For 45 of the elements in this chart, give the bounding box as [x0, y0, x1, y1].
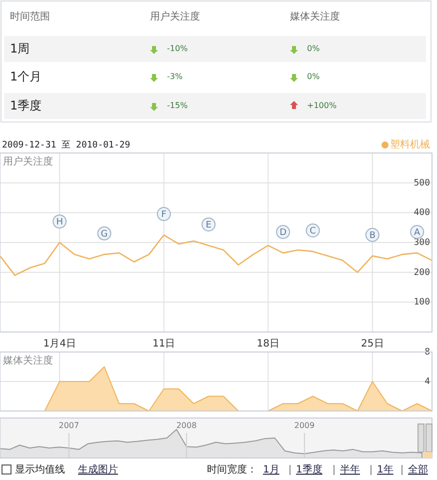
x-tick-label: 2007 [58, 421, 80, 430]
text: 生成图片 [78, 464, 118, 476]
x-tick-label: 1月4日 [43, 338, 76, 350]
x-tick-label: 2009 [294, 421, 315, 430]
y-tick-label: 4 [424, 376, 430, 387]
y-axis-title: 用户关注度 [3, 156, 53, 168]
text: 全部 [408, 464, 428, 476]
text: 0% [307, 44, 320, 54]
y-tick-label: 400 [414, 208, 430, 218]
x-tick-label: 25日 [361, 338, 384, 350]
annotation: C [310, 226, 316, 236]
text: 1季度 [296, 464, 322, 476]
text: 时间宽度： [207, 464, 257, 476]
text: -3% [167, 72, 183, 82]
x-tick-label: 2008 [176, 421, 197, 430]
y-tick-label: 100 [414, 298, 430, 308]
text: 媒体关注度 [290, 10, 340, 23]
x-tick-label: 18日 [256, 338, 280, 350]
annotation: A [414, 228, 422, 238]
text: +100% [307, 101, 337, 110]
annotation: E [206, 220, 212, 230]
text: 1年 [377, 464, 394, 476]
y-tick-label: 300 [414, 238, 430, 248]
text: 1季度 [10, 98, 42, 112]
text: 半年 [340, 464, 360, 476]
text: 用户关注度 [150, 10, 200, 23]
text: 时间范围 [10, 10, 50, 23]
y-tick-label: 500 [414, 178, 430, 188]
x-tick-label: 11日 [152, 338, 176, 350]
annotation: B [369, 230, 376, 241]
text: -15% [167, 101, 188, 110]
text: 0% [307, 72, 320, 82]
text: 显示均值线 [15, 464, 65, 476]
y-tick-label: 200 [414, 268, 430, 278]
text: -10% [167, 44, 188, 54]
annotation: H [56, 217, 63, 228]
chart-title: 2009-12-31 至 2010-01-29 [2, 140, 130, 150]
text: 1个月 [10, 69, 42, 84]
text: 1月 [263, 464, 280, 476]
annotation: F [161, 210, 166, 220]
text: 1周 [10, 41, 30, 56]
annotation: D [280, 228, 287, 238]
y-axis-title: 媒体关注度 [3, 354, 53, 367]
legend-label: 塑料机械 [390, 138, 430, 151]
annotation: G [100, 229, 108, 240]
